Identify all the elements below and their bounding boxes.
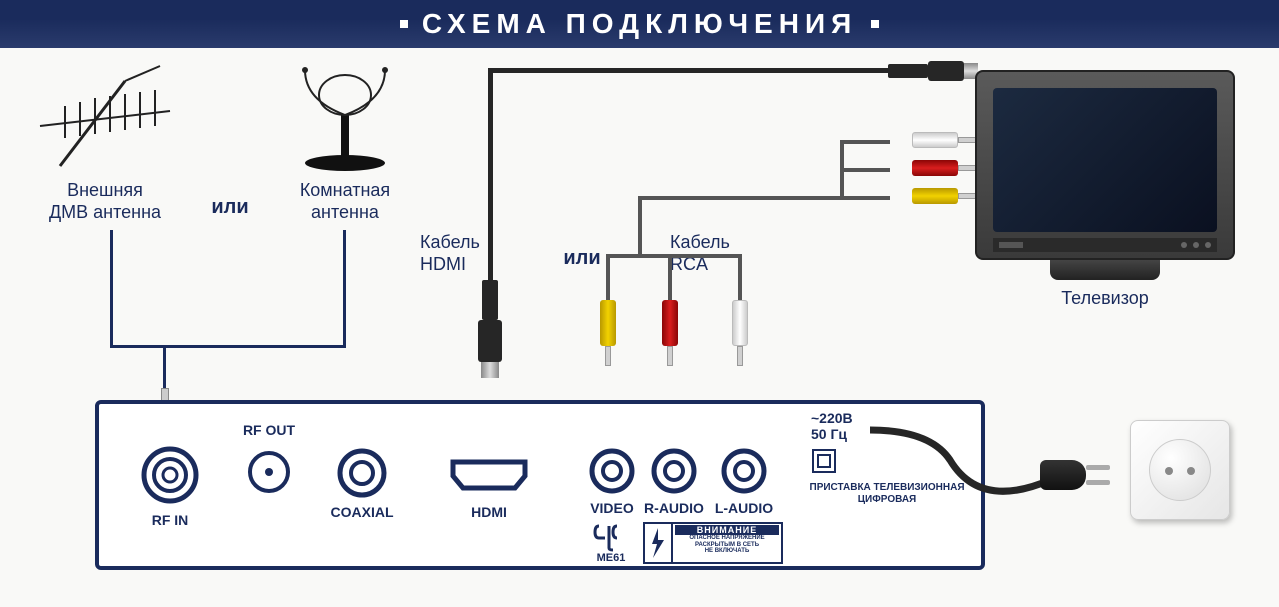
wire [638,198,642,256]
warning-box: ВНИМАНИЕ ОПАСНОЕ НАПРЯЖЕНИЕ РАСКРЫТЫМ В … [643,522,783,564]
outdoor-antenna-icon [30,56,180,176]
video-port-icon [589,448,635,494]
title-text: СХЕМА ПОДКЛЮЧЕНИЯ [422,8,857,40]
wire [840,140,844,200]
rf-out-label: RF OUT [237,422,301,438]
wire [488,68,890,73]
rca-plug-yellow-icon [888,184,958,208]
rca-plug-red-icon [888,156,958,180]
wire [110,345,346,348]
wire [840,140,890,144]
rf-in-port-icon [141,446,199,504]
dot-icon [871,20,879,28]
wire [638,254,672,258]
wire [110,230,113,345]
device-back-panel: RF IN RF OUT COAXIAL HDMI VIDEO R-AUD [95,400,985,570]
rca-plug-white-icon [728,300,752,370]
title-bar: СХЕМА ПОДКЛЮЧЕНИЯ [0,0,1279,48]
wire [606,254,742,258]
r-audio-port-icon [651,448,697,494]
rf-in-label: RF IN [141,512,199,528]
or-label-1: или [200,195,260,219]
cert-label: ME61 [587,552,635,564]
l-audio-label: L-AUDIO [711,500,777,516]
or-label-2: или [552,246,612,270]
r-audio-label: R-AUDIO [641,500,707,516]
wall-outlet-icon [1130,420,1230,520]
connection-diagram: СХЕМА ПОДКЛЮЧЕНИЯ Внешняя ДМВ антенна ил… [0,0,1279,607]
rca-plug-yellow-icon [596,300,620,370]
coaxial-label: COAXIAL [321,504,403,520]
tv-icon [975,70,1235,280]
hdmi-plug-icon [474,280,506,380]
hdmi-label: HDMI [449,504,529,520]
wire [668,256,672,302]
warning-text: ОПАСНОЕ НАПРЯЖЕНИЕ РАСКРЫТЫМ В СЕТЬ НЕ В… [675,535,779,555]
warning-title: ВНИМАНИЕ [675,525,779,535]
rca-plug-red-icon [658,300,682,370]
cert-mark-icon [593,522,627,552]
tv-label: Телевизор [975,288,1235,310]
wire [840,168,890,172]
power-plug-icon [1040,450,1120,500]
wire [488,70,493,280]
wire [738,256,742,302]
indoor-antenna-label: Комнатная антенна [285,180,405,223]
outdoor-antenna-label: Внешняя ДМВ антенна [30,180,180,223]
coaxial-port-icon [337,448,387,498]
hdmi-port-icon [449,458,529,492]
wire [638,196,890,200]
hdmi-plug-icon [888,56,978,86]
indoor-antenna-icon [285,65,405,175]
rca-plug-white-icon [888,128,958,152]
rf-out-port-icon [247,450,291,494]
wire [343,230,346,345]
video-label: VIDEO [581,500,643,516]
l-audio-port-icon [721,448,767,494]
double-insulated-icon [811,448,837,474]
dot-icon [400,20,408,28]
wire [606,256,610,302]
lightning-icon [645,524,671,562]
